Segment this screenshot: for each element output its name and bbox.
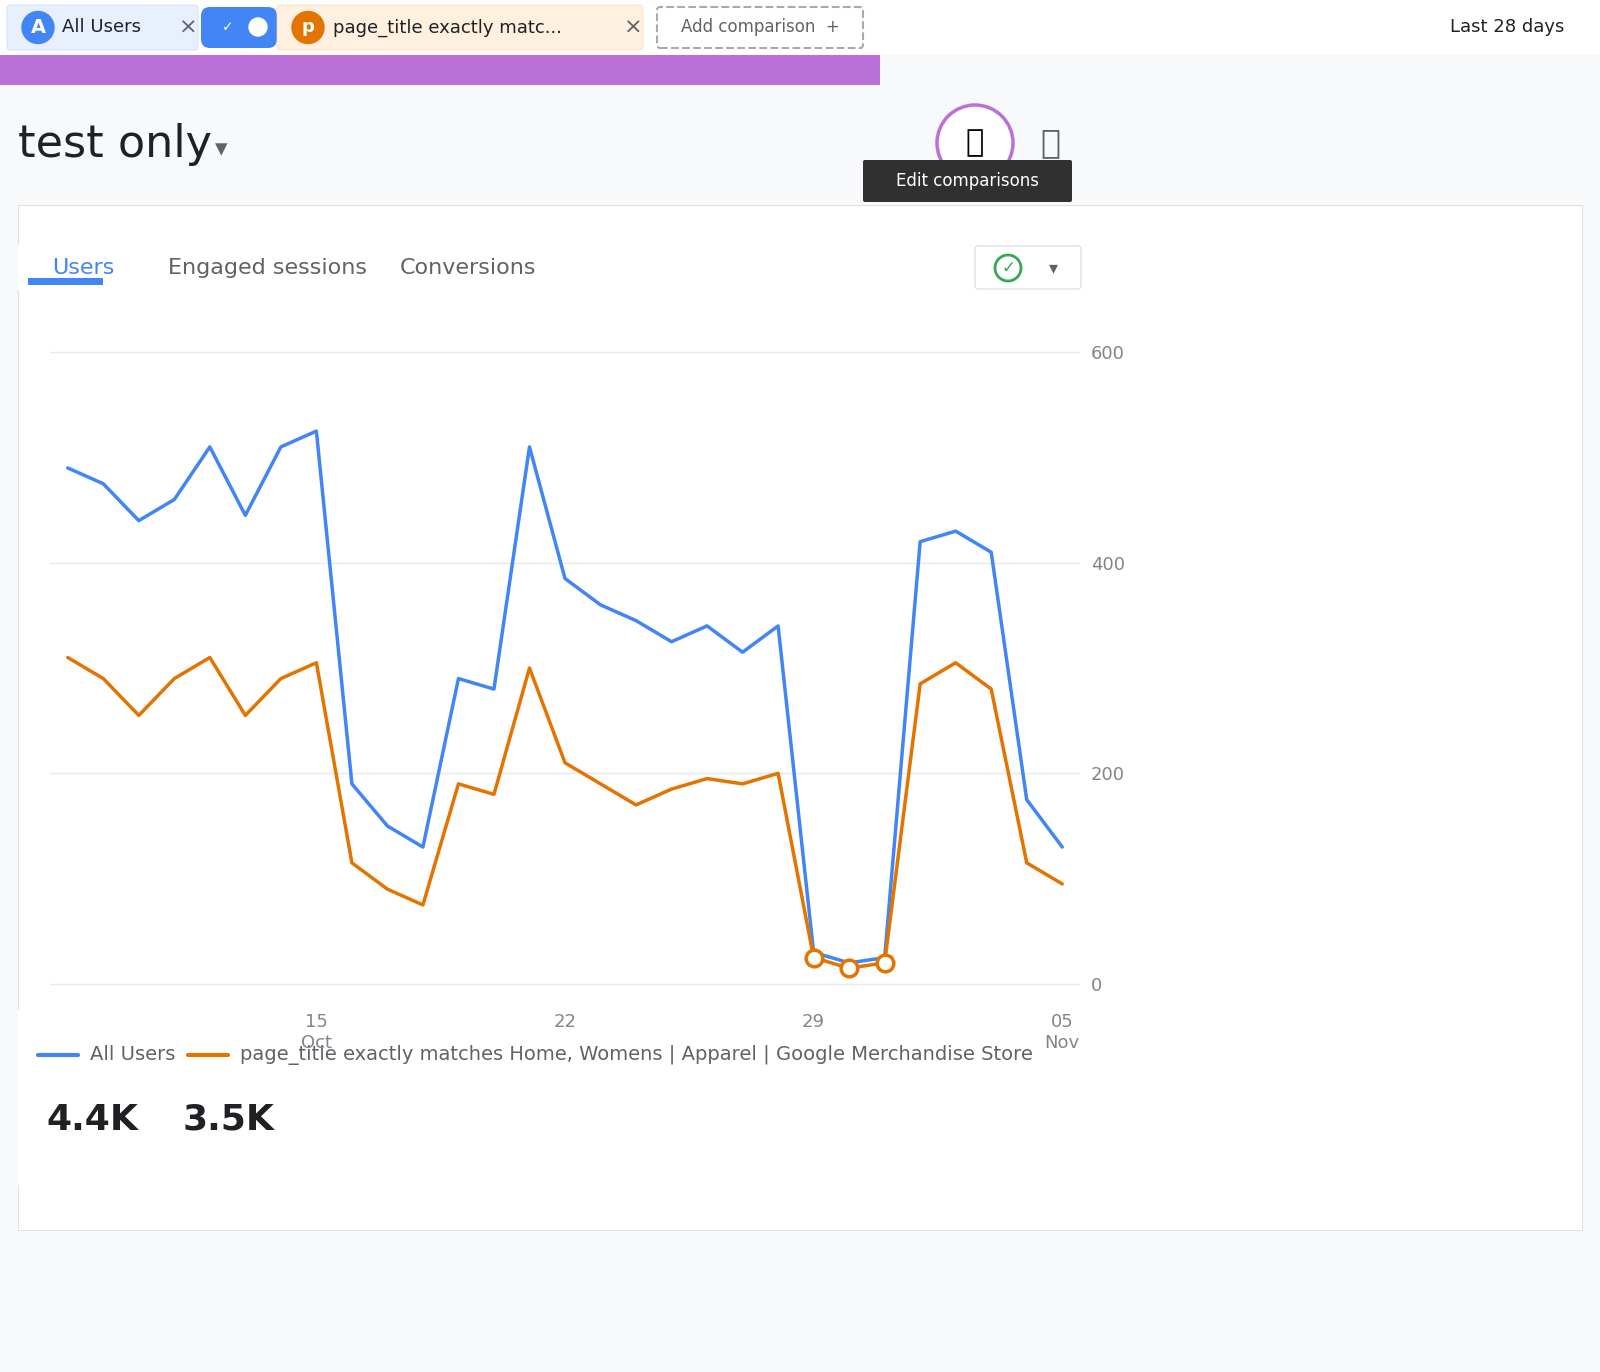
Text: p: p — [301, 18, 315, 37]
Text: ▾: ▾ — [1048, 259, 1058, 277]
Text: page_title exactly matc...: page_title exactly matc... — [333, 18, 562, 37]
Text: Engaged sessions: Engaged sessions — [168, 258, 368, 279]
Text: 📊: 📊 — [966, 129, 984, 158]
FancyBboxPatch shape — [974, 246, 1082, 289]
Circle shape — [938, 106, 1013, 181]
Text: Conversions: Conversions — [400, 258, 536, 279]
Text: ▾: ▾ — [214, 137, 227, 161]
Circle shape — [291, 11, 323, 44]
Text: 4.4K: 4.4K — [46, 1103, 138, 1137]
Text: All Users: All Users — [62, 18, 141, 37]
Text: Edit comparisons: Edit comparisons — [896, 172, 1038, 189]
Text: Last 28 days: Last 28 days — [1450, 18, 1565, 37]
Text: test only: test only — [18, 123, 211, 166]
Circle shape — [995, 255, 1021, 281]
Text: Add comparison  +: Add comparison + — [680, 18, 840, 37]
Text: ×: × — [179, 18, 197, 37]
Text: ✓: ✓ — [222, 21, 234, 34]
Text: page_title exactly matches Home, Womens | Apparel | Google Merchandise Store: page_title exactly matches Home, Womens … — [240, 1045, 1034, 1065]
Circle shape — [250, 18, 267, 36]
FancyBboxPatch shape — [658, 7, 862, 48]
Text: ✓: ✓ — [1002, 259, 1014, 277]
FancyBboxPatch shape — [277, 5, 643, 49]
Text: Users: Users — [51, 258, 114, 279]
Circle shape — [22, 11, 54, 44]
Text: ×: × — [624, 18, 642, 37]
Text: ⎘: ⎘ — [1040, 126, 1059, 159]
Text: A: A — [30, 18, 45, 37]
Text: 3.5K: 3.5K — [182, 1103, 275, 1137]
Text: All Users: All Users — [90, 1045, 176, 1065]
FancyBboxPatch shape — [862, 161, 1072, 202]
FancyBboxPatch shape — [6, 5, 198, 49]
FancyBboxPatch shape — [202, 7, 277, 48]
